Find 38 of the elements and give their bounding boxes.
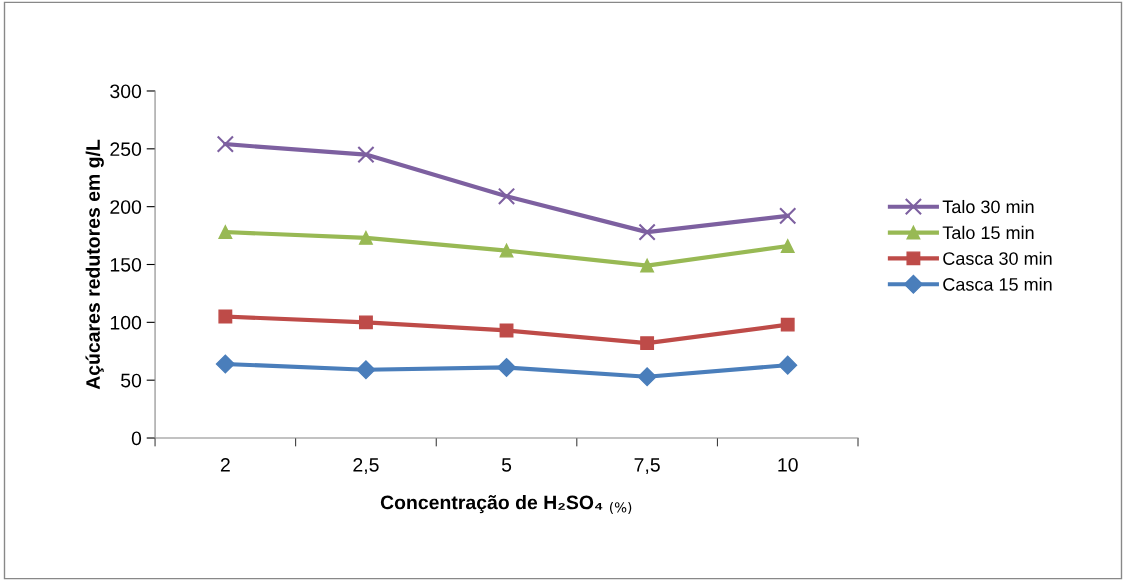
legend-label: Casca 30 min	[943, 251, 1052, 265]
point	[638, 223, 656, 241]
point	[216, 135, 235, 153]
legend-label: Talo 30 min	[942, 199, 1034, 214]
y-axis-title: Açúcares redutores em g/L	[85, 139, 104, 390]
point	[779, 207, 797, 225]
point	[499, 243, 514, 258]
y-tick-label: 50	[121, 373, 142, 388]
point	[358, 230, 373, 245]
point	[640, 336, 655, 351]
point	[499, 323, 514, 338]
point	[780, 317, 795, 332]
x-tick-label: 2	[220, 457, 230, 472]
legend-label: Talo 15 min	[942, 225, 1034, 240]
y-tick-label: 100	[110, 315, 142, 330]
x-tick-label: 5	[501, 458, 512, 472]
y-tick-label: 200	[110, 200, 142, 214]
legend-label: Casca 15 min	[943, 277, 1052, 291]
point	[496, 357, 517, 377]
point	[778, 355, 798, 375]
y-tick-label: 150	[110, 257, 142, 272]
x-tick-label: 7,5	[634, 458, 660, 475]
point	[215, 354, 235, 374]
y-tick-label: 0	[131, 431, 142, 446]
x-axis-title: Concentração de H₂SO₄ $_{(%)}$	[380, 495, 632, 515]
point	[218, 225, 233, 240]
x-tick-label: 10	[778, 457, 798, 472]
y-tick-label: 250	[110, 142, 142, 157]
point	[356, 360, 376, 380]
point	[218, 309, 233, 324]
point	[637, 367, 657, 387]
y-tick-label: 300	[110, 84, 142, 99]
point	[358, 315, 373, 330]
point	[640, 258, 655, 273]
x-tick-label: 2,5	[353, 457, 379, 475]
point	[780, 239, 795, 253]
point	[357, 145, 375, 164]
point	[497, 187, 516, 205]
